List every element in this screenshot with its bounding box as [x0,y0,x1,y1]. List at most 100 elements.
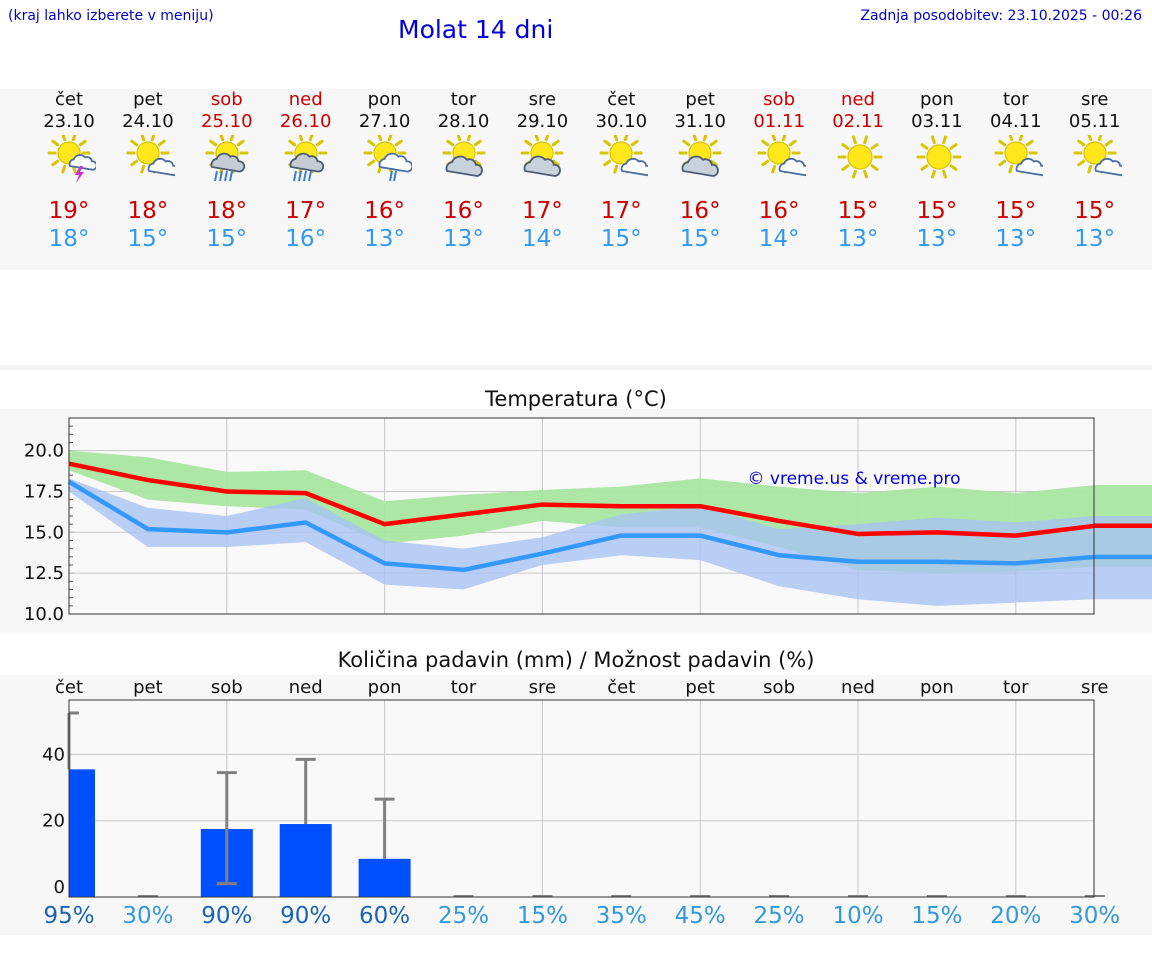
day-date: 31.10 [674,111,726,132]
day-name: sre [1080,89,1109,110]
y-tick-label: 20.0 [24,441,64,462]
precip-probability: 30% [1069,903,1121,929]
x-tick-label: pon [920,677,954,698]
x-tick-label: pet [685,677,715,698]
precip-probability: 90% [280,903,332,929]
y-tick-label: 40 [42,744,65,765]
day-min-temp: 13° [837,226,879,252]
x-tick-label: pon [368,677,402,698]
sun-cloud-icon [994,135,1043,177]
day-name: ned [288,89,323,110]
day-max-temp: 17° [285,198,327,224]
day-name: čet [54,89,84,110]
precip-probability: 10% [832,903,884,929]
day-min-temp: 14° [758,226,800,252]
day-date: 26.10 [279,111,332,132]
precip-probability: 35% [595,903,647,929]
day-name: tor [450,89,477,110]
day-max-temp: 17° [600,198,642,224]
y-tick-label: 10.0 [24,604,64,625]
daily-forecast-strip: čet 23.10 19° 18° pet 24.10 18° 15° sob 25.10 18° 1… [0,89,1152,270]
day-date: 02.11 [832,111,884,132]
location-hint: (kraj lahko izberete v meniju) [8,8,214,24]
precip-probability: 25% [437,903,490,929]
sun-cloud-icon [126,135,175,177]
day-min-temp: 13° [364,226,405,252]
day-max-temp: 15° [916,198,958,224]
x-tick-label: čet [607,677,635,698]
day-min-temp: 16° [285,226,327,252]
sun-rain-icon [284,135,328,182]
precip-probability: 15% [911,903,963,929]
day-date: 01.11 [753,111,805,132]
temperature-chart: 20.0 17.5 15.0 12.5 10.0 © vreme.us & vreme.p… [24,417,1152,625]
day-max-temp: 15° [1074,198,1116,224]
sun-cloud-icon [757,135,807,177]
plot-frame [68,699,1095,898]
day-name: sre [528,89,557,110]
day-min-temp: 13° [443,226,484,252]
day-min-temp: 18° [48,226,90,252]
day-date: 27.10 [358,111,411,132]
precip-probability: 90% [201,903,253,929]
day-name: sob [210,89,243,110]
min-temp-range-band [69,478,1152,606]
day-min-temp: 15° [679,226,721,252]
day-name: sob [763,89,795,110]
day-min-temp: 14° [522,226,563,252]
x-tick-label: sre [1081,677,1108,698]
x-tick-label: ned [289,677,323,698]
page-title: Molat 14 dni [398,15,554,44]
day-date: 24.10 [122,111,174,132]
precip-probability: 15% [516,903,568,929]
precip-bar [69,769,95,897]
last-updated: Zadnja posodobitev: 23.10.2025 - 00:26 [860,8,1142,24]
day-max-temp: 17° [522,198,563,224]
precip-bar [358,858,411,897]
day-date: 05.11 [1068,111,1121,132]
day-name: pon [919,89,954,110]
x-tick-label: sre [529,677,556,698]
sun-cloud-icon [599,135,649,177]
day-name: tor [1003,89,1029,110]
y-tick-label: 15.0 [24,522,64,543]
x-tick-label: tor [451,677,477,698]
day-max-temp: 19° [48,198,90,224]
x-tick-label: tor [1003,677,1029,698]
day-date: 28.10 [437,111,490,132]
sun-cloud-icon [1073,135,1122,177]
day-min-temp: 13° [916,226,958,252]
precip-probability: 95% [43,903,95,929]
day-name: pet [685,89,715,110]
sun-cloud-large-icon [442,135,485,177]
day-date: 29.10 [516,111,569,132]
precip-probability: 25% [753,903,805,929]
sun-rain-icon [205,135,249,182]
x-tick-label: sob [763,677,795,698]
precip-probability: 20% [990,903,1042,929]
watermark: © vreme.us & vreme.pro [747,469,960,489]
day-date: 04.11 [990,111,1042,132]
section-separator [0,365,1152,370]
min-temp-line [67,479,1152,573]
precip-probability: 30% [122,903,174,929]
x-tick-label: čet [55,677,83,698]
y-tick-label: 12.5 [24,563,64,584]
sun-icon [916,135,962,179]
day-name: pet [133,89,163,110]
sun-cloud-large-icon [678,135,722,177]
x-tick-label: sob [211,677,243,698]
day-name: ned [841,89,875,110]
day-max-temp: 16° [443,198,484,224]
day-max-temp: 18° [206,198,248,224]
temperature-chart-title: Temperatura (°C) [485,387,667,411]
y-tick-label: 0 [54,877,65,898]
day-date: 03.11 [911,111,963,132]
day-max-temp: 18° [127,198,169,224]
day-min-temp: 15° [206,226,248,252]
max-temp-line [68,461,1152,538]
day-date: 23.10 [43,111,95,132]
day-min-temp: 15° [600,226,642,252]
day-date: 30.10 [595,111,648,132]
day-max-temp: 16° [758,198,800,224]
